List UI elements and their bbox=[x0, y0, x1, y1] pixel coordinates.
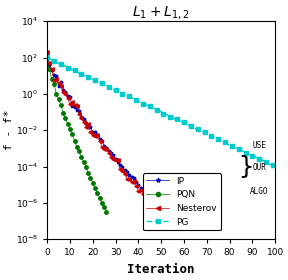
Y-axis label: f - f*: f - f* bbox=[4, 110, 14, 150]
PG bbox=[61, 63, 65, 67]
PQN bbox=[86, 171, 90, 175]
PQN bbox=[57, 98, 60, 101]
PQN bbox=[105, 211, 108, 214]
Text: ALGO: ALGO bbox=[250, 187, 269, 196]
Text: OUR: OUR bbox=[252, 163, 266, 172]
IP bbox=[100, 139, 104, 143]
Line: Nesterov: Nesterov bbox=[46, 50, 170, 222]
PQN bbox=[96, 191, 99, 194]
Legend: IP, PQN, Nesterov, PG: IP, PQN, Nesterov, PG bbox=[143, 173, 221, 230]
Line: PG: PG bbox=[46, 56, 277, 168]
PQN bbox=[54, 92, 58, 95]
Nesterov bbox=[66, 97, 69, 100]
PQN bbox=[77, 150, 81, 153]
Title: $L_1 + L_{1,2}$: $L_1 + L_{1,2}$ bbox=[132, 4, 190, 21]
PQN bbox=[100, 201, 104, 204]
Nesterov bbox=[118, 167, 122, 171]
PG bbox=[217, 137, 220, 141]
PQN bbox=[50, 78, 54, 81]
Text: }: } bbox=[238, 155, 253, 179]
PQN bbox=[46, 56, 49, 60]
IP bbox=[116, 160, 120, 163]
PQN bbox=[73, 139, 76, 143]
Line: PQN: PQN bbox=[46, 56, 108, 214]
IP bbox=[86, 123, 90, 126]
PG bbox=[205, 132, 209, 135]
IP bbox=[121, 166, 124, 169]
PG bbox=[274, 165, 277, 168]
Nesterov bbox=[128, 178, 131, 181]
PQN bbox=[89, 176, 92, 179]
PG bbox=[150, 106, 154, 109]
Line: IP: IP bbox=[46, 53, 165, 214]
IP bbox=[54, 74, 58, 78]
PQN bbox=[48, 67, 51, 71]
PQN bbox=[82, 161, 85, 164]
PQN bbox=[98, 196, 101, 200]
PQN bbox=[75, 145, 79, 149]
PQN bbox=[59, 103, 62, 107]
Nesterov bbox=[91, 134, 94, 137]
PQN bbox=[103, 206, 106, 209]
Nesterov bbox=[166, 218, 170, 222]
Nesterov bbox=[111, 157, 115, 161]
PG bbox=[46, 56, 49, 59]
IP bbox=[153, 199, 156, 202]
PQN bbox=[84, 165, 88, 169]
PQN bbox=[93, 186, 97, 190]
PG bbox=[103, 83, 106, 86]
PQN bbox=[71, 132, 74, 135]
PQN bbox=[68, 127, 72, 131]
IP bbox=[46, 53, 49, 56]
PQN bbox=[61, 111, 65, 114]
PQN bbox=[79, 156, 83, 159]
Nesterov bbox=[116, 158, 120, 162]
PQN bbox=[64, 117, 67, 120]
PQN bbox=[66, 123, 69, 126]
PQN bbox=[91, 181, 94, 185]
Text: USE: USE bbox=[252, 141, 266, 150]
Nesterov bbox=[46, 50, 49, 53]
PG bbox=[182, 120, 186, 124]
IP bbox=[162, 211, 165, 214]
X-axis label: Iteration: Iteration bbox=[127, 263, 195, 276]
PQN bbox=[52, 82, 56, 85]
